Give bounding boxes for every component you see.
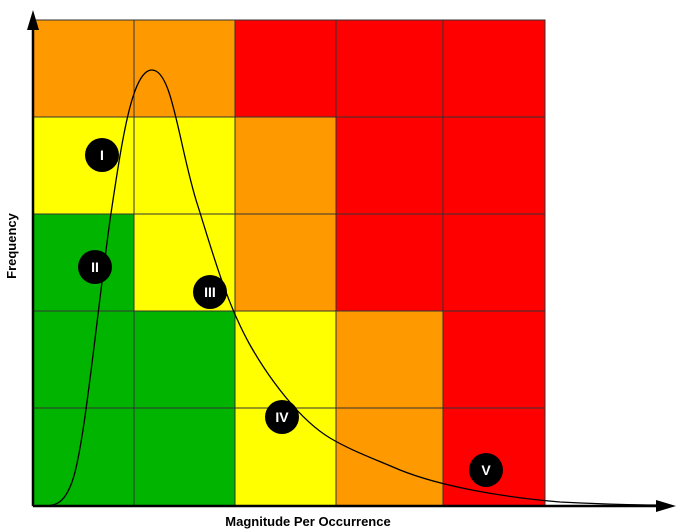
grid-cell-r2-c5 bbox=[442, 116, 546, 215]
grid-cell-r3-c4 bbox=[335, 213, 444, 312]
zone-marker-ii: II bbox=[78, 250, 112, 284]
zone-marker-label: V bbox=[481, 462, 491, 478]
grid-cell-r5-c2 bbox=[133, 407, 236, 507]
zone-marker-label: IV bbox=[275, 409, 289, 425]
grid-cell-r4-c1 bbox=[32, 310, 135, 409]
frequency-magnitude-curve bbox=[39, 69, 661, 507]
zone-marker-i: I bbox=[85, 138, 119, 172]
grid-cell-r1-c4 bbox=[335, 19, 444, 118]
grid-cell-r4-c2 bbox=[133, 310, 236, 409]
grid-cell-r2-c1 bbox=[32, 116, 135, 215]
x-axis bbox=[33, 500, 676, 512]
zone-marker-iv: IV bbox=[265, 400, 299, 434]
zone-marker-label: I bbox=[100, 147, 104, 163]
y-axis-arrow-icon bbox=[27, 10, 39, 30]
zone-marker-label: III bbox=[204, 284, 216, 300]
zone-marker-iii: III bbox=[193, 275, 227, 309]
y-axis-title: Frequency bbox=[4, 212, 19, 279]
grid-cell-r1-c1 bbox=[32, 19, 135, 118]
grid-cell-r4-c5 bbox=[442, 310, 546, 409]
grid-cell-r2-c3 bbox=[234, 116, 337, 215]
zone-marker-v: V bbox=[469, 453, 503, 487]
grid-cell-r3-c3 bbox=[234, 213, 337, 312]
grid-cell-r1-c2 bbox=[133, 19, 236, 118]
grid-cell-r4-c4 bbox=[335, 310, 444, 409]
x-axis-title: Magnitude Per Occurrence bbox=[225, 514, 390, 529]
grid-cell-r4-c3 bbox=[234, 310, 337, 409]
grid-cell-r1-c5 bbox=[442, 19, 546, 118]
grid-cell-r2-c2 bbox=[133, 116, 236, 215]
x-axis-arrow-icon bbox=[656, 500, 676, 512]
y-axis bbox=[27, 10, 39, 506]
zone-marker-label: II bbox=[91, 259, 99, 275]
grid-cell-r1-c3 bbox=[234, 19, 337, 118]
grid-cell-r5-c4 bbox=[335, 407, 444, 507]
grid-cell-r3-c5 bbox=[442, 213, 546, 312]
grid-cell-r2-c4 bbox=[335, 116, 444, 215]
